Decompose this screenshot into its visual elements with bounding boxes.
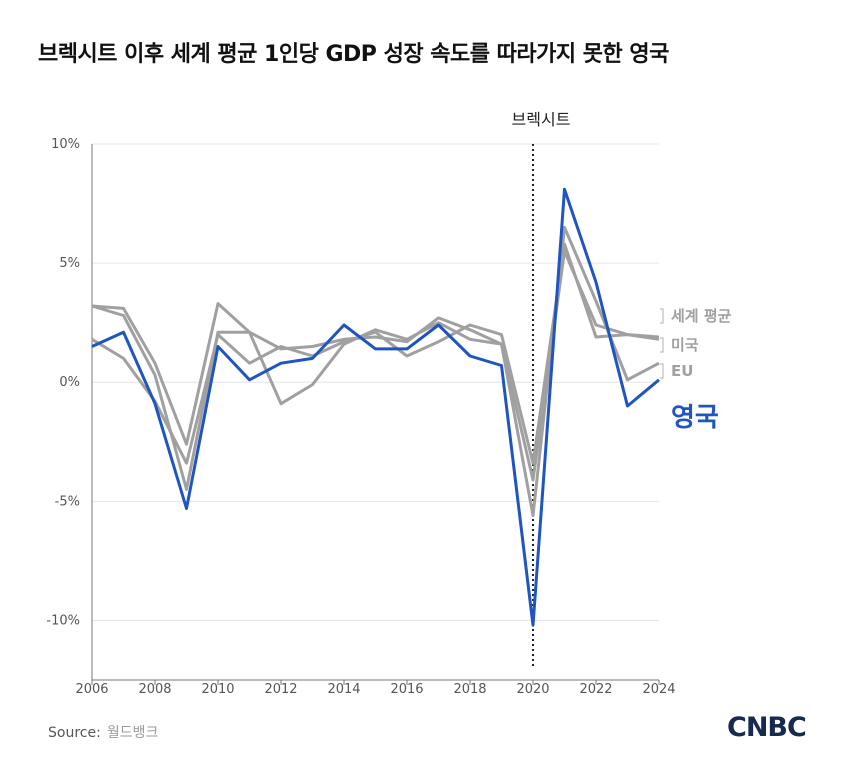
legend-bracket — [660, 308, 664, 324]
source-value: 월드뱅크 — [106, 725, 159, 741]
x-tick-label: 2022 — [579, 682, 612, 697]
series-line-EU — [91, 225, 660, 518]
x-tick-label: 2012 — [264, 682, 297, 697]
chart-title: 브렉시트 이후 세계 평균 1인당 GDP 성장 속도를 따라가지 못한 영국 — [38, 42, 669, 67]
line-chart: 10%5%0%-5%-10% 2006 2008 2010 2012 2014 2016 2… — [46, 110, 732, 697]
x-tick-label: 2006 — [75, 682, 108, 697]
y-tick-labels: 10% 5% 0% -5% -10% — [46, 137, 80, 628]
y-tick-label: 10% — [51, 137, 80, 152]
legend-label-미국: 미국 — [671, 336, 699, 354]
x-axis: 2006 2008 2010 2012 2014 2016 2018 2020 2022 2024 — [75, 144, 676, 697]
y-tick-label: -10% — [46, 613, 80, 628]
legend-bracket — [660, 337, 664, 353]
x-tick-label: 2010 — [201, 682, 234, 697]
x-tick-label: 2020 — [516, 682, 549, 697]
legend-label-영국: 영국 — [671, 403, 719, 433]
x-tick-label: 2016 — [390, 682, 423, 697]
source-label: Source: — [48, 725, 101, 741]
legend-label-EU: EU — [671, 362, 693, 380]
y-tick-label: -5% — [55, 494, 80, 509]
x-tick-label: 2008 — [138, 682, 171, 697]
series-lines — [91, 187, 660, 627]
cnbc-logo: CNBC — [727, 712, 807, 743]
legend-label-세계 평균: 세계 평균 — [671, 307, 732, 325]
series-line-영국 — [91, 187, 660, 627]
y-tick-label: 0% — [59, 375, 80, 390]
x-tick-label: 2024 — [642, 682, 675, 697]
x-tick-label: 2018 — [453, 682, 486, 697]
source-note: Source: 월드뱅크 — [48, 722, 158, 742]
brexit-label: 브렉시트 — [512, 110, 571, 129]
y-tick-label: 5% — [59, 256, 80, 271]
brexit-annotation: 브렉시트 — [512, 110, 571, 666]
legend-bracket — [660, 363, 664, 379]
series-line-미국 — [91, 242, 660, 465]
x-tick-label: 2014 — [327, 682, 360, 697]
